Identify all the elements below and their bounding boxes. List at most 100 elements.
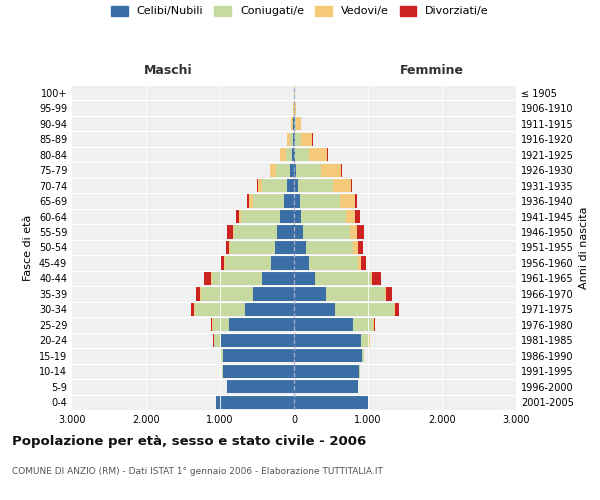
- Bar: [320, 164, 341, 176]
- Bar: [221, 350, 223, 362]
- Bar: [212, 272, 262, 285]
- Bar: [294, 364, 359, 378]
- Bar: [296, 164, 320, 176]
- Bar: [271, 164, 275, 176]
- Bar: [355, 194, 357, 207]
- Y-axis label: Anni di nascita: Anni di nascita: [579, 206, 589, 288]
- Bar: [294, 194, 300, 207]
- Bar: [226, 241, 229, 254]
- Bar: [394, 303, 395, 316]
- Bar: [373, 272, 382, 285]
- Bar: [239, 210, 241, 223]
- Bar: [247, 194, 249, 207]
- Text: Popolazione per età, sesso e stato civile - 2006: Popolazione per età, sesso e stato civil…: [12, 435, 366, 448]
- Bar: [241, 210, 280, 223]
- Bar: [362, 350, 364, 362]
- Bar: [257, 179, 258, 192]
- Bar: [287, 179, 294, 192]
- Bar: [222, 364, 223, 378]
- Bar: [335, 303, 394, 316]
- Bar: [309, 256, 358, 270]
- Bar: [196, 288, 200, 300]
- Bar: [295, 132, 301, 145]
- Bar: [290, 132, 293, 145]
- Bar: [249, 194, 253, 207]
- Bar: [294, 210, 301, 223]
- Bar: [294, 164, 296, 176]
- Bar: [296, 117, 301, 130]
- Bar: [212, 318, 229, 332]
- Bar: [290, 164, 294, 176]
- Bar: [361, 334, 370, 347]
- Bar: [294, 226, 303, 238]
- Bar: [333, 179, 351, 192]
- Bar: [294, 241, 306, 254]
- Bar: [361, 256, 366, 270]
- Bar: [221, 334, 294, 347]
- Bar: [234, 226, 277, 238]
- Bar: [294, 396, 368, 409]
- Bar: [275, 164, 290, 176]
- Bar: [280, 210, 294, 223]
- Bar: [294, 350, 362, 362]
- Bar: [225, 256, 271, 270]
- Bar: [346, 210, 355, 223]
- Bar: [294, 179, 298, 192]
- Bar: [293, 132, 294, 145]
- Bar: [301, 210, 346, 223]
- Bar: [385, 288, 386, 300]
- Bar: [286, 148, 292, 161]
- Bar: [292, 148, 294, 161]
- Bar: [204, 272, 211, 285]
- Bar: [395, 303, 399, 316]
- Bar: [295, 117, 296, 130]
- Bar: [217, 396, 294, 409]
- Bar: [300, 194, 340, 207]
- Bar: [294, 288, 326, 300]
- Bar: [229, 318, 294, 332]
- Bar: [353, 318, 373, 332]
- Bar: [233, 226, 234, 238]
- Text: Maschi: Maschi: [143, 64, 193, 78]
- Bar: [294, 256, 309, 270]
- Bar: [229, 241, 230, 254]
- Bar: [303, 226, 350, 238]
- Bar: [350, 226, 357, 238]
- Bar: [353, 241, 358, 254]
- Bar: [223, 364, 294, 378]
- Legend: Celibi/Nubili, Coniugati/e, Vedovi/e, Divorziati/e: Celibi/Nubili, Coniugati/e, Vedovi/e, Di…: [111, 6, 489, 16]
- Bar: [269, 164, 271, 176]
- Bar: [358, 241, 363, 254]
- Bar: [298, 179, 333, 192]
- Bar: [294, 334, 361, 347]
- Bar: [258, 179, 262, 192]
- Bar: [326, 288, 385, 300]
- Bar: [309, 148, 328, 161]
- Bar: [351, 179, 352, 192]
- Bar: [371, 272, 373, 285]
- Bar: [386, 288, 392, 300]
- Bar: [195, 303, 245, 316]
- Bar: [230, 241, 275, 254]
- Bar: [294, 117, 295, 130]
- Bar: [301, 132, 312, 145]
- Bar: [262, 179, 287, 192]
- Bar: [358, 256, 361, 270]
- Bar: [294, 303, 335, 316]
- Bar: [224, 256, 225, 270]
- Bar: [315, 272, 371, 285]
- Bar: [355, 210, 360, 223]
- Text: COMUNE DI ANZIO (RM) - Dati ISTAT 1° gennaio 2006 - Elaborazione TUTTITALIA.IT: COMUNE DI ANZIO (RM) - Dati ISTAT 1° gen…: [12, 468, 383, 476]
- Y-axis label: Fasce di età: Fasce di età: [23, 214, 33, 280]
- Bar: [201, 288, 253, 300]
- Bar: [227, 380, 294, 394]
- Bar: [287, 132, 290, 145]
- Bar: [340, 194, 355, 207]
- Bar: [357, 226, 364, 238]
- Bar: [292, 117, 293, 130]
- Bar: [271, 256, 294, 270]
- Bar: [294, 272, 315, 285]
- Bar: [221, 256, 224, 270]
- Bar: [262, 272, 294, 285]
- Bar: [294, 380, 358, 394]
